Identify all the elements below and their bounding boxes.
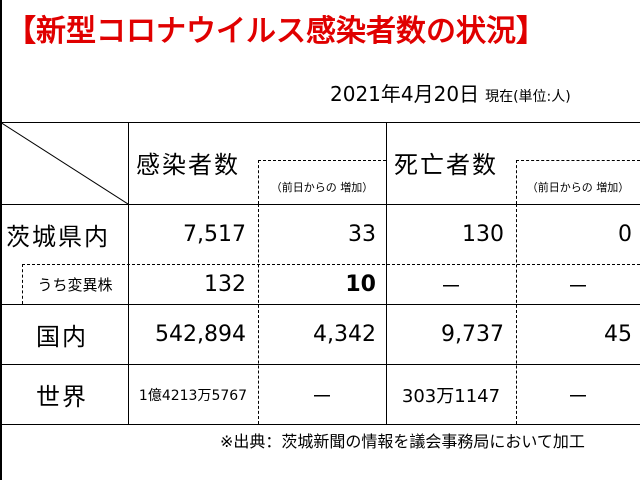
- col-divider-3: [386, 122, 387, 424]
- ibaraki-infected-change: 33: [348, 222, 376, 247]
- header-infected: 感染者数: [136, 150, 240, 179]
- domestic-deaths: 9,737: [441, 322, 504, 347]
- table-top-border: [0, 122, 640, 123]
- variant-deaths-change: －: [566, 274, 589, 300]
- world-infected: 1億4213万5767: [138, 387, 248, 404]
- unit-note: 現在(単位:人): [485, 89, 571, 105]
- source-note: ※出典：茨城新聞の情報を議会事務局において加工: [220, 432, 585, 451]
- row1-divider: [22, 264, 640, 265]
- domestic-deaths-change: 45: [604, 322, 632, 347]
- row2-divider: [0, 304, 640, 305]
- world-deaths-change: －: [566, 384, 589, 410]
- domestic-infected-change: 4,342: [313, 322, 376, 347]
- ibaraki-deaths: 130: [462, 222, 504, 247]
- date-line: 2021年4月20日 現在(単位:人): [330, 78, 571, 107]
- header-change-top-2: [516, 160, 640, 161]
- header-change-top-1: [258, 160, 386, 161]
- col-divider-1: [128, 122, 129, 424]
- table-bottom-border: [0, 424, 640, 425]
- col-divider-2-header: [258, 160, 259, 204]
- row3-divider: [0, 364, 640, 365]
- ibaraki-deaths-change: 0: [618, 222, 632, 247]
- row-label-variant: うち変異株: [37, 276, 113, 294]
- col-divider-4: [516, 204, 517, 424]
- ibaraki-infected: 7,517: [183, 222, 246, 247]
- header-bottom-border: [0, 204, 640, 205]
- variant-infected-change: 10: [345, 272, 376, 297]
- row-label-domestic: 国内: [36, 323, 88, 351]
- header-deaths: 死亡者数: [394, 150, 498, 179]
- row-label-world: 世界: [36, 383, 88, 411]
- variant-infected: 132: [204, 272, 246, 297]
- col-divider-2: [258, 204, 259, 424]
- world-deaths: 303万1147: [401, 385, 501, 407]
- variant-deaths: －: [439, 274, 462, 300]
- col-divider-4-header: [516, 160, 517, 204]
- header-diagonal: [0, 122, 128, 204]
- variant-indent-line: [22, 264, 23, 304]
- header-deaths-change: （前日からの 増加）: [526, 181, 630, 194]
- header-infected-change: （前日からの 増加）: [270, 181, 374, 194]
- page-title: 【新型コロナウイルス感染者数の状況】: [6, 14, 546, 49]
- domestic-infected: 542,894: [155, 322, 246, 347]
- row-label-ibaraki: 茨城県内: [6, 223, 110, 251]
- report-date: 2021年4月20日: [330, 82, 480, 106]
- world-infected-change: －: [310, 384, 333, 410]
